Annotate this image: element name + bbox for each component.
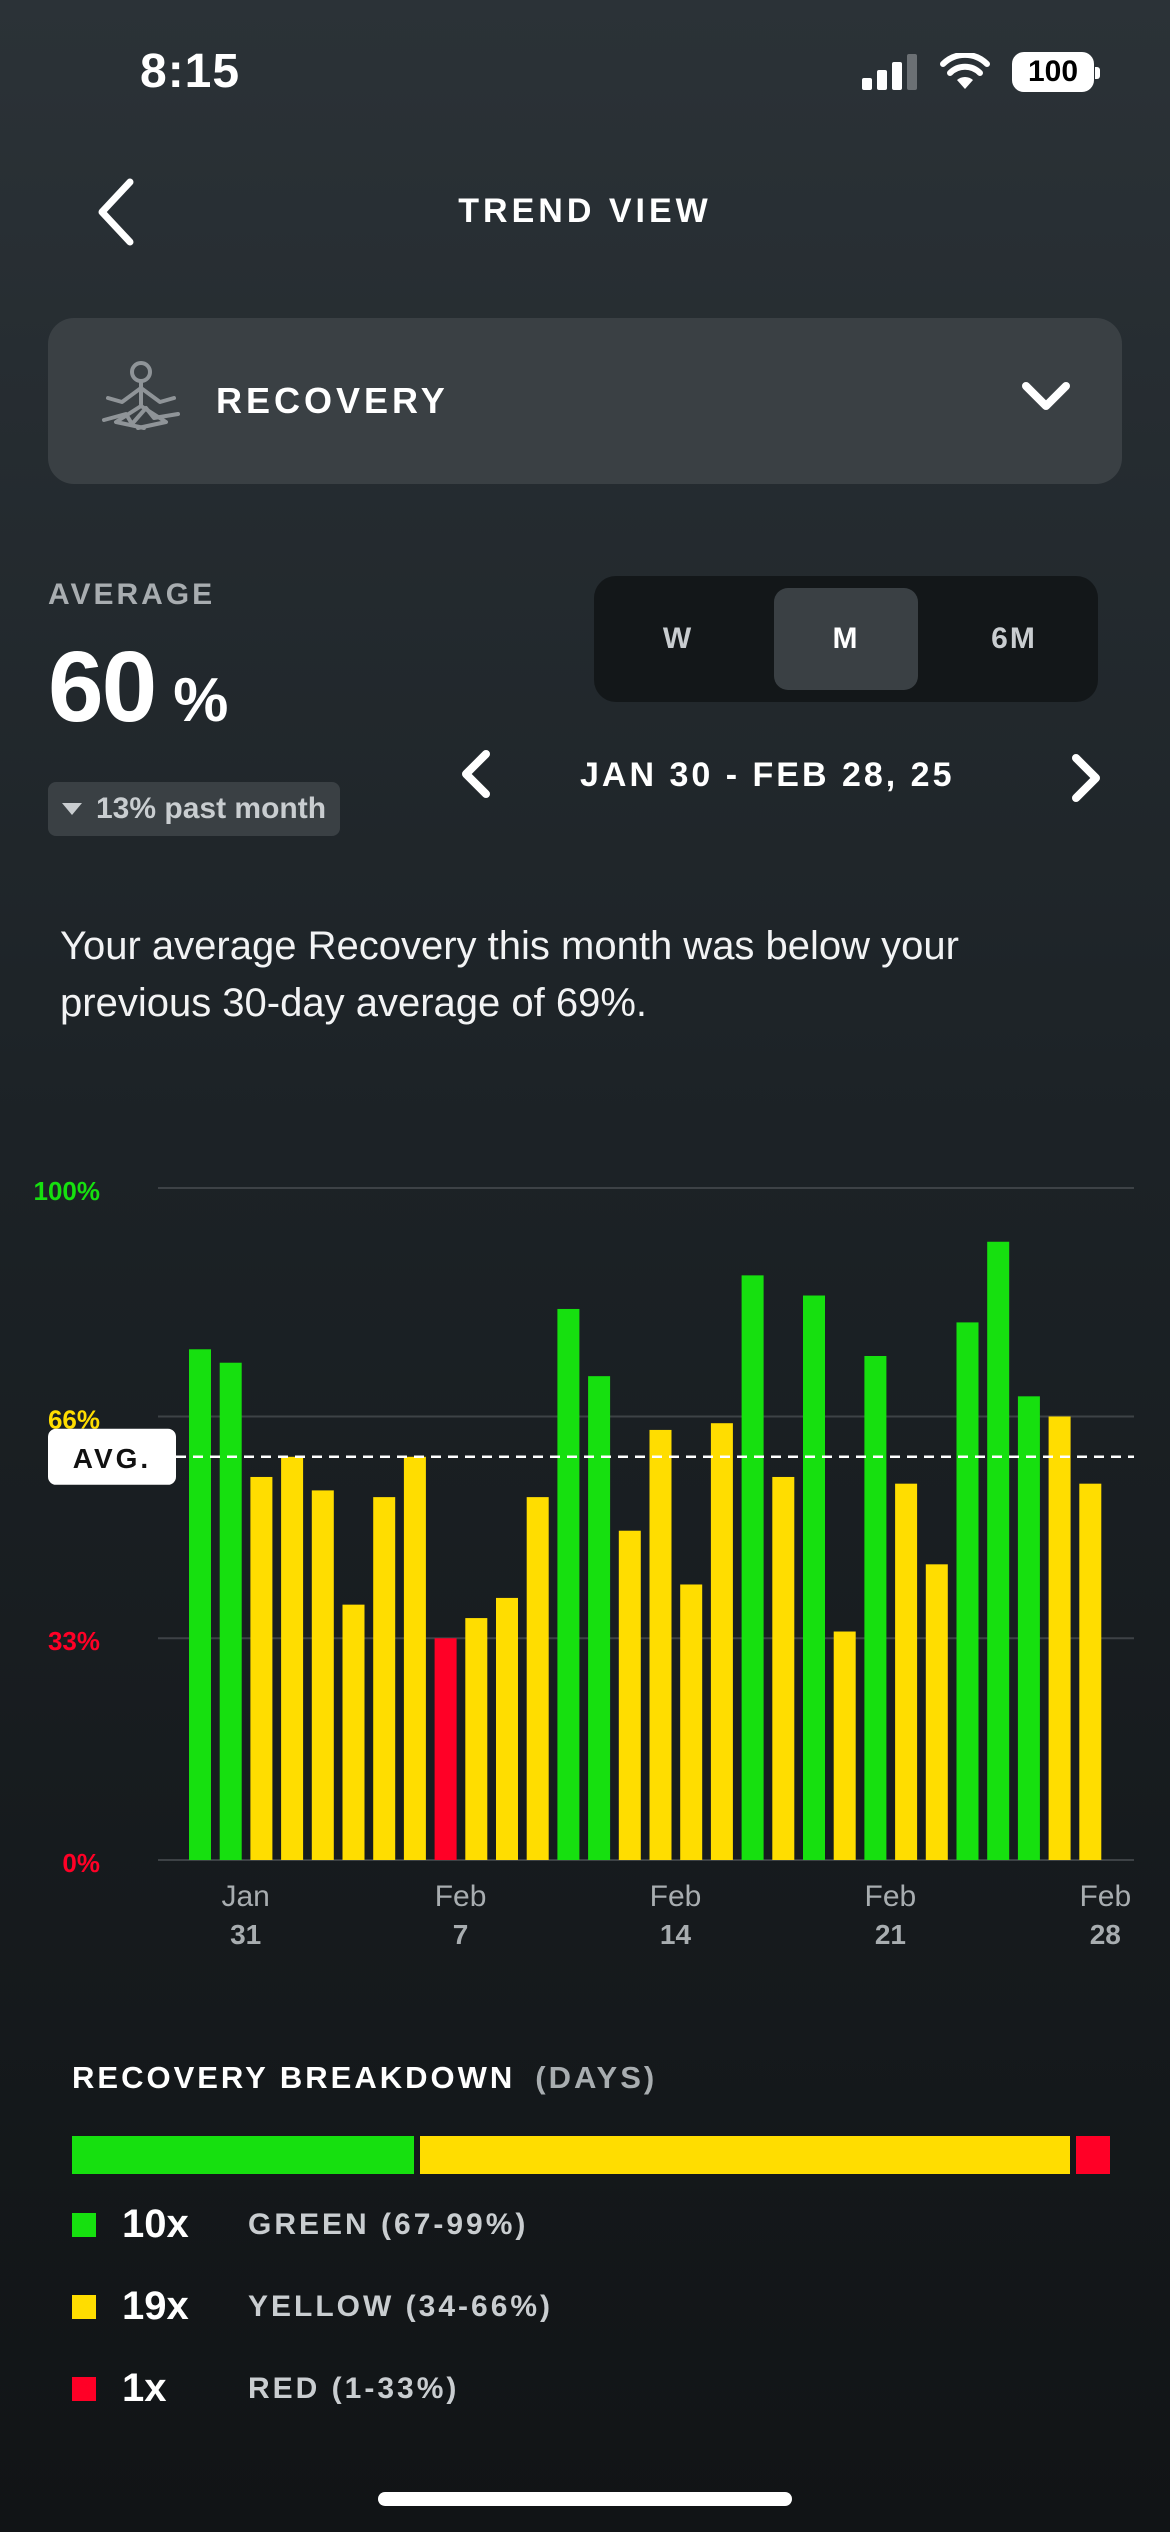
legend-row-yellow: 19x YELLOW (34-66%) — [72, 2284, 553, 2329]
bar — [895, 1483, 918, 1860]
x-tick-day: 7 — [453, 1919, 469, 1950]
previous-period-button[interactable] — [456, 746, 496, 802]
average-unit: % — [173, 666, 228, 735]
change-badge: 13% past month — [48, 782, 341, 836]
x-tick-day: 21 — [875, 1919, 906, 1950]
next-period-button[interactable] — [1066, 750, 1106, 806]
average-label: AVERAGE — [48, 578, 216, 611]
x-tick-day: 31 — [230, 1919, 261, 1950]
bar — [1048, 1416, 1071, 1860]
bar — [281, 1456, 304, 1860]
metric-selector-dropdown[interactable]: RECOVERY — [48, 318, 1122, 484]
bar — [649, 1429, 672, 1860]
y-tick-label: 0% — [62, 1848, 100, 1878]
legend-label: RED (1-33%) — [248, 2371, 460, 2405]
breakdown-segment — [72, 2136, 414, 2174]
period-tabs: W M 6M — [594, 576, 1098, 702]
average-tag-label: AVG. — [73, 1443, 151, 1474]
average-value: 60% — [48, 630, 228, 745]
x-tick-day: 28 — [1090, 1919, 1121, 1950]
bar — [434, 1638, 457, 1860]
bar — [496, 1597, 518, 1860]
bar — [864, 1356, 887, 1860]
bar — [1079, 1483, 1102, 1860]
bar — [403, 1456, 426, 1860]
bar — [557, 1308, 580, 1860]
legend-swatch — [72, 2376, 96, 2401]
bar — [925, 1564, 948, 1860]
bar — [741, 1275, 764, 1860]
average-tag — [48, 1428, 176, 1485]
x-tick-month: Feb — [1079, 1880, 1131, 1913]
legend-count: 1x — [122, 2366, 167, 2410]
y-tick-label: 100% — [34, 1176, 101, 1206]
chevron-left-icon — [462, 750, 490, 798]
bar — [833, 1631, 856, 1860]
recovery-figure-icon — [102, 361, 180, 430]
bar — [1017, 1396, 1040, 1860]
x-tick-month: Feb — [865, 1880, 917, 1913]
bar — [219, 1362, 242, 1860]
bar — [772, 1476, 795, 1860]
back-button[interactable] — [90, 172, 150, 252]
tab-six-months[interactable]: 6M — [991, 622, 1037, 655]
breakdown-title-text: RECOVERY BREAKDOWN — [72, 2060, 516, 2095]
x-tick-day: 14 — [660, 1919, 692, 1950]
page-title: TREND VIEW — [458, 192, 712, 230]
wifi-icon — [940, 53, 990, 89]
status-time: 8:15 — [140, 45, 241, 98]
chevron-left-icon — [98, 178, 134, 246]
bar — [342, 1604, 365, 1860]
status-icons: 100 — [862, 52, 1100, 92]
legend-count: 10x — [122, 2202, 189, 2246]
average-number: 60 — [48, 631, 157, 743]
battery-icon: 100 — [1012, 52, 1100, 92]
legend-label: YELLOW (34-66%) — [248, 2289, 554, 2323]
x-tick-month: Feb — [650, 1880, 702, 1913]
legend-row-green: 10x GREEN (67-99%) — [72, 2202, 528, 2247]
legend-count: 19x — [122, 2284, 189, 2328]
summary-text: Your average Recovery this month was bel… — [60, 924, 959, 1025]
x-tick-month: Feb — [435, 1880, 487, 1913]
tab-week[interactable]: W — [662, 622, 694, 655]
bar — [373, 1497, 396, 1860]
bar — [588, 1376, 611, 1860]
breakdown-title: RECOVERY BREAKDOWN (DAYS) — [72, 2060, 657, 2096]
tab-month[interactable]: M — [774, 588, 918, 690]
bar — [526, 1497, 549, 1860]
breakdown-segment — [1075, 2136, 1110, 2174]
bar — [250, 1476, 273, 1860]
bar — [803, 1295, 825, 1860]
chevron-right-icon — [1072, 754, 1100, 802]
breakdown-segment — [420, 2136, 1070, 2174]
chevron-down-icon — [1022, 382, 1070, 410]
home-indicator[interactable] — [378, 2492, 792, 2506]
change-text: 13% past month — [96, 792, 327, 825]
bar — [710, 1423, 733, 1860]
metric-label: RECOVERY — [216, 380, 449, 421]
legend-swatch — [72, 2212, 96, 2237]
bar — [680, 1584, 703, 1860]
bar — [987, 1241, 1010, 1860]
triangle-down-icon — [62, 803, 82, 815]
x-tick-month: Jan — [222, 1880, 270, 1913]
y-tick-label: 33% — [48, 1626, 100, 1656]
breakdown-subtitle: (DAYS) — [535, 2060, 658, 2095]
bar — [189, 1349, 211, 1860]
breakdown-stacked-bar — [72, 2136, 1110, 2174]
cellular-signal-icon — [862, 54, 917, 90]
bar — [465, 1618, 488, 1860]
bar — [618, 1530, 641, 1860]
bar — [956, 1322, 979, 1860]
bar — [311, 1490, 334, 1860]
legend-row-red: 1x RED (1-33%) — [72, 2366, 459, 2411]
legend-label: GREEN (67-99%) — [248, 2207, 529, 2241]
legend-swatch — [72, 2294, 96, 2319]
date-range: JAN 30 - FEB 28, 25 — [580, 756, 955, 794]
